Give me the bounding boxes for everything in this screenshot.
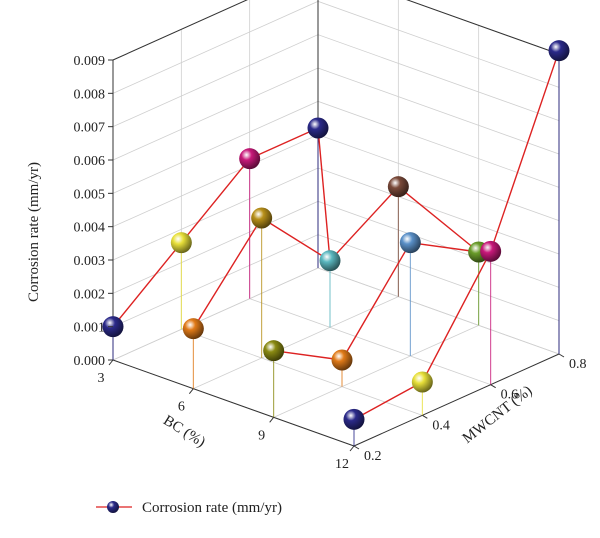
- y-tick-mark: [490, 384, 496, 389]
- data-point: [343, 408, 365, 430]
- z-tick-label: 0.006: [74, 154, 106, 169]
- data-points: [102, 40, 570, 430]
- grid-line-floor-x: [112, 267, 319, 361]
- z-tick-label: 0.008: [74, 87, 106, 102]
- grid-line-floor-y: [181, 328, 423, 416]
- z-tick-label: 0.009: [74, 54, 106, 69]
- z-tick-label: 0.001: [74, 321, 106, 336]
- data-point: [307, 117, 329, 139]
- data-point: [263, 340, 285, 362]
- x-tick-mark: [349, 445, 355, 452]
- back-edge-top: [406, 0, 560, 55]
- data-point: [251, 207, 273, 229]
- z-tick-label: 0.003: [74, 254, 106, 269]
- series-line-segment: [112, 242, 182, 328]
- y-tick-mark: [422, 414, 428, 419]
- z-axis-label: Corrosion rate (mm/yr): [26, 162, 42, 302]
- x-tick-mark: [269, 417, 275, 423]
- x-axis-line: [112, 359, 355, 447]
- series-line-segment: [317, 127, 331, 261]
- series-line-segment: [273, 349, 343, 361]
- x-tick-label: 9: [258, 428, 265, 443]
- series-line-segment: [397, 186, 480, 253]
- series-line-segment: [490, 50, 560, 252]
- series-line-segment: [180, 158, 251, 244]
- x-tick-mark: [108, 359, 114, 366]
- legend-label: Corrosion rate (mm/yr): [142, 500, 282, 516]
- drop-lines: [112, 50, 560, 446]
- y-tick-label: 0.6: [501, 388, 518, 403]
- z-tick-label: 0.007: [74, 121, 106, 136]
- left-edge-top: [112, 0, 248, 61]
- series-lines: [112, 50, 560, 420]
- y-axis-line: [353, 353, 560, 447]
- y-tick-mark: [558, 353, 565, 358]
- series-line-segment: [249, 127, 319, 160]
- y-tick-label: 0.4: [432, 418, 450, 433]
- series-line-segment: [329, 186, 399, 262]
- y-tick-mark: [353, 445, 360, 450]
- data-point: [411, 371, 433, 393]
- data-point: [399, 232, 421, 254]
- z-tick-label: 0.004: [74, 221, 106, 236]
- tick-labels: 0.000 0.001 0.002 0.003 0.004 0.005 0.006 0.007…: [74, 54, 587, 472]
- z-tick-label: 0.005: [74, 187, 106, 202]
- series-line-segment: [421, 251, 492, 383]
- data-point: [319, 250, 341, 272]
- grid-line-floor-x: [193, 296, 399, 390]
- x-tick-label: 6: [178, 400, 185, 415]
- data-point: [548, 40, 570, 62]
- legend-marker: [107, 501, 119, 513]
- data-point: [387, 176, 409, 198]
- series-line-segment: [341, 242, 411, 361]
- z-tick-label: 0.000: [74, 354, 106, 369]
- x-tick-mark: [188, 388, 194, 394]
- x-tick-label: 3: [98, 371, 105, 386]
- series-line-segment: [192, 217, 263, 330]
- data-point: [182, 318, 204, 340]
- grid-line-floor-y: [249, 298, 491, 386]
- series-line-segment: [353, 381, 423, 420]
- series-line-segment: [410, 241, 479, 253]
- series-line-segment: [261, 217, 331, 262]
- x-axis-label: BC (%): [160, 413, 208, 451]
- y-tick-label: 0.8: [569, 357, 587, 372]
- data-point: [480, 240, 502, 262]
- data-point: [239, 148, 261, 170]
- z-tick-label: 0.002: [74, 287, 106, 302]
- data-point: [170, 232, 192, 254]
- legend: Corrosion rate (mm/yr): [96, 500, 282, 516]
- x-tick-label: 12: [335, 457, 349, 472]
- grid-line-floor-y: [317, 267, 560, 355]
- data-point: [331, 349, 353, 371]
- chart-walls: [113, 0, 559, 446]
- y-tick-label: 0.2: [364, 449, 382, 464]
